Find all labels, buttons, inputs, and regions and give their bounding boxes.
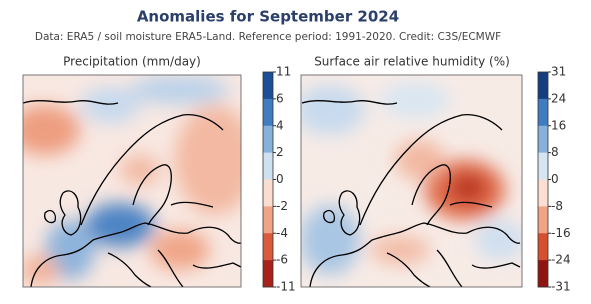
colorbar-tick-label: 11 <box>276 65 291 79</box>
colorbar-tick-label: -4 <box>276 226 288 240</box>
colorbar-band <box>263 260 273 288</box>
colorbar-band <box>538 98 548 127</box>
colorbar-tick-label: -6 <box>276 253 288 267</box>
colorbar: 31 24 16 8 0 -8 -16 -24 -31 <box>537 65 571 294</box>
colorbar-band <box>538 179 548 207</box>
subtitle: Data: ERA5 / soil moisture ERA5-Land. Re… <box>35 31 501 43</box>
colorbar-tick-label: 0 <box>551 172 559 186</box>
colorbar-tick-label: -31 <box>551 280 571 294</box>
colorbar-tick-label: 2 <box>276 145 284 159</box>
humidity-map <box>301 75 522 287</box>
colorbar-tick-label: 16 <box>551 118 566 132</box>
colorbar-tick-label: 24 <box>551 91 566 105</box>
colorbar-tick-label: 8 <box>551 145 559 159</box>
colorbar-band <box>538 233 548 261</box>
colorbar-band <box>263 233 273 261</box>
colorbar-tick-label: 6 <box>276 91 284 105</box>
colorbar-tick-label: 4 <box>276 118 284 132</box>
colorbar-band <box>538 125 548 153</box>
colorbar-band <box>538 260 548 288</box>
colorbar: 11 6 4 2 0 -2 -4 -6 -11 <box>262 65 296 294</box>
colorbar-band <box>263 125 273 153</box>
colorbar-tick-label: 0 <box>276 172 284 186</box>
colorbar-band <box>538 206 548 234</box>
colorbar-tick-label: -8 <box>551 199 563 213</box>
title: Anomalies for September 2024 <box>137 8 399 26</box>
colorbar-band <box>263 206 273 234</box>
colorbar-tick-label: -2 <box>276 199 288 213</box>
colorbar-tick-label: -24 <box>551 253 571 267</box>
colorbar-band <box>263 179 273 207</box>
colorbar-band <box>263 98 273 127</box>
colorbar-tick-label: -16 <box>551 226 571 240</box>
panel-title: Precipitation (mm/day) <box>63 55 201 69</box>
colorbar-band <box>263 72 273 100</box>
colorbar-tick-label: -11 <box>276 280 296 294</box>
colorbar-tick-label: 31 <box>551 65 566 79</box>
precipitation-map <box>23 75 241 287</box>
colorbar-band <box>263 152 273 180</box>
panel-title: Surface air relative humidity (%) <box>314 55 510 69</box>
colorbar-band <box>538 72 548 100</box>
colorbar-band <box>538 152 548 180</box>
